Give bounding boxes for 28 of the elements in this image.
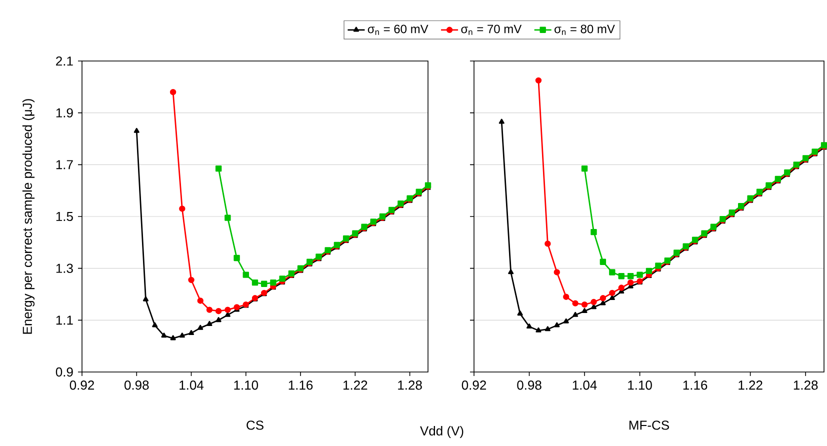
- x-axis-title: MF-CS: [629, 420, 669, 430]
- x-tick-label: 0.92: [70, 380, 94, 390]
- x-tick-label: 1.04: [572, 380, 597, 390]
- y-axis-title: Energy per correct sample produced (μJ): [22, 99, 35, 334]
- x-tick-label: 1.22: [343, 380, 368, 390]
- x-tick-label: 1.16: [683, 380, 708, 390]
- y-tick-label: 1.1: [56, 316, 73, 325]
- legend-label: σ$_{n}$ = 70 mV: [461, 24, 522, 35]
- y-tick-label: 1.9: [56, 108, 73, 118]
- x-tick-label: 1.16: [288, 380, 313, 390]
- x-tick-label: 0.92: [462, 380, 486, 390]
- y-tick-label: 1.5: [56, 212, 73, 222]
- x-tick-label: 1.28: [398, 380, 422, 390]
- legend-label: σ$_{n}$ = 80 mV: [554, 24, 615, 35]
- x-tick-label: 0.98: [517, 380, 542, 390]
- x-tick-label: 1.04: [180, 380, 204, 390]
- x-axis-title: CS: [246, 420, 264, 430]
- legend-label: σ$_{n}$ = 60 mV: [368, 24, 428, 35]
- y-tick-label: 2.1: [56, 56, 73, 66]
- x-tick-label: 1.28: [794, 380, 818, 390]
- x-tick-label: 1.10: [234, 380, 258, 390]
- y-tick-label: 1.7: [56, 160, 73, 170]
- x-tick-label: 1.10: [628, 380, 652, 390]
- text: Vdd (V): [420, 426, 464, 438]
- x-tick-label: 1.22: [738, 380, 762, 390]
- x-tick-label: 0.98: [124, 380, 149, 390]
- y-tick-label: 0.9: [56, 367, 73, 377]
- y-tick-label: 1.3: [56, 264, 73, 273]
